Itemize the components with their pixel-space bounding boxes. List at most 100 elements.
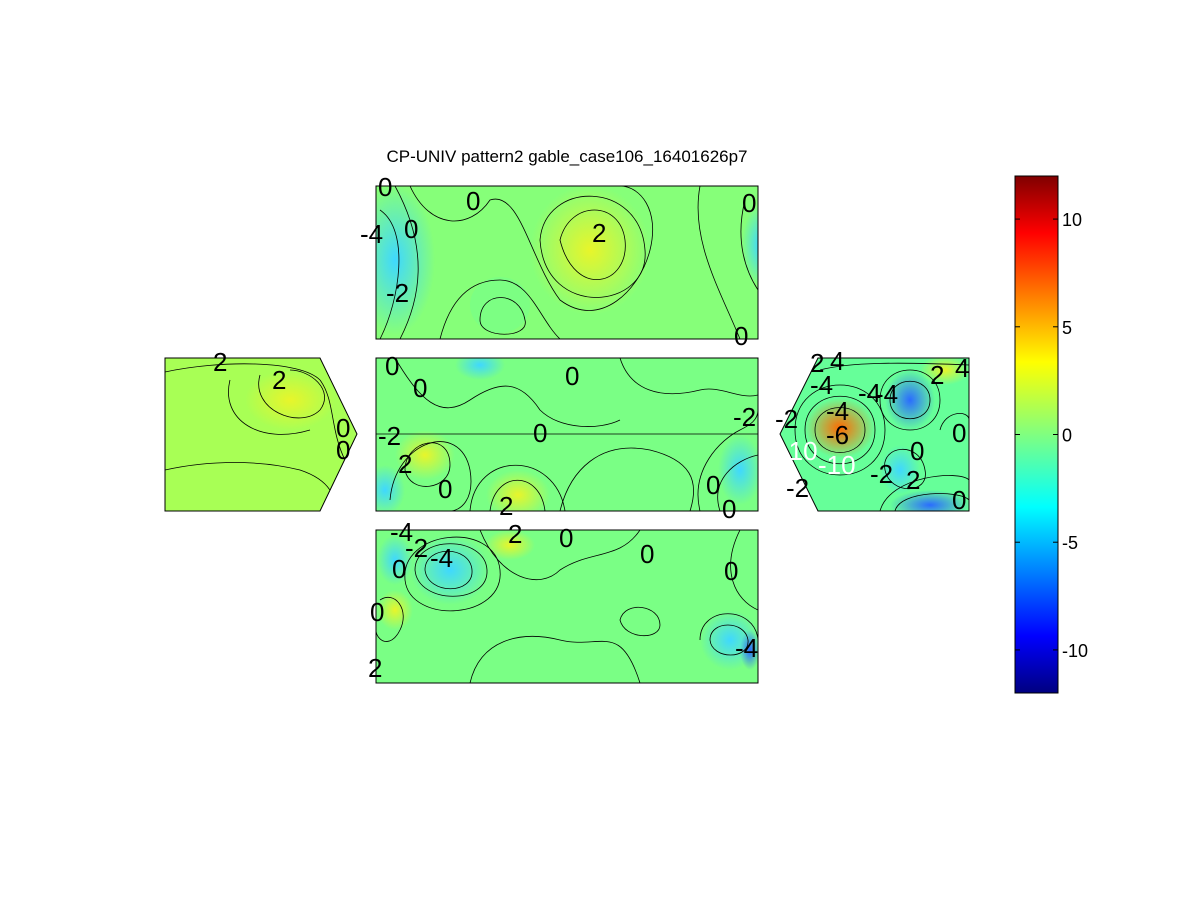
contour-label: 0 bbox=[336, 413, 350, 443]
colorbar-tick-label: 5 bbox=[1062, 318, 1072, 338]
contour-line bbox=[404, 442, 451, 487]
contour-label: -2 bbox=[733, 402, 756, 432]
contour-label: -4 bbox=[735, 633, 758, 663]
contour-label: 0 bbox=[640, 539, 654, 569]
contour-line bbox=[394, 186, 419, 339]
contour-line bbox=[439, 279, 561, 339]
contour-line bbox=[424, 550, 473, 590]
contour-line bbox=[619, 606, 661, 637]
contour-region bbox=[530, 186, 650, 315]
contour-label: 2 bbox=[398, 449, 412, 479]
contour-line bbox=[409, 186, 654, 311]
contour-line bbox=[404, 536, 501, 612]
colorbar: 10 5 0 -5 -10 bbox=[1014, 175, 1088, 694]
contour-label: 2 bbox=[906, 465, 920, 495]
contour-label: -4 bbox=[360, 219, 383, 249]
contour-line bbox=[559, 209, 626, 280]
contour-label: -4 bbox=[826, 396, 849, 426]
contour-label: 0 bbox=[413, 373, 427, 403]
contour-line bbox=[539, 195, 646, 298]
contour-label: 0 bbox=[370, 597, 384, 627]
contour-region bbox=[740, 630, 758, 670]
contour-line bbox=[469, 465, 566, 511]
contour-line bbox=[794, 384, 886, 476]
contour-region bbox=[486, 470, 550, 511]
contour-label: -4 bbox=[810, 370, 833, 400]
contour-label: 0 bbox=[533, 418, 547, 448]
contour-label: -10 bbox=[818, 450, 856, 480]
contour-line bbox=[389, 441, 472, 511]
contour-label: 0 bbox=[404, 214, 418, 244]
contour-region bbox=[377, 535, 413, 585]
contour-label: -2 bbox=[870, 459, 893, 489]
panel-border bbox=[164, 357, 358, 512]
contour-line bbox=[559, 447, 694, 511]
panel-border bbox=[375, 185, 759, 340]
contour-label: 2 bbox=[592, 218, 606, 248]
contour-label: 2 bbox=[213, 347, 227, 377]
contour-region bbox=[485, 530, 535, 560]
contour-region bbox=[455, 358, 505, 380]
contour-line bbox=[939, 413, 969, 431]
panel-border bbox=[375, 529, 759, 684]
contour-region bbox=[395, 430, 455, 480]
contour-label: -10 bbox=[780, 436, 818, 466]
contour-label: 0 bbox=[438, 474, 452, 504]
chart-title: CP-UNIV pattern2 gable_case106_16401626p… bbox=[386, 147, 747, 166]
contour-line bbox=[709, 624, 749, 656]
colorbar-tick-label: 10 bbox=[1062, 210, 1082, 230]
contour-label: 0 bbox=[336, 435, 350, 465]
contour-line bbox=[884, 448, 926, 490]
contour-label: 0 bbox=[734, 321, 748, 351]
contour-label: 0 bbox=[910, 436, 924, 466]
contour-region bbox=[376, 465, 405, 511]
panel-roof-bottom bbox=[376, 530, 758, 683]
contour-line bbox=[717, 454, 758, 511]
colorbar-tick-label: -10 bbox=[1062, 641, 1088, 661]
contour-label: 0 bbox=[466, 186, 480, 216]
contour-label: -4 bbox=[430, 543, 453, 573]
colorbar-tick-label: 0 bbox=[1062, 426, 1072, 446]
contour-line bbox=[165, 363, 346, 461]
panel-left-gable bbox=[165, 358, 357, 511]
contour-line bbox=[889, 380, 931, 420]
contour-region bbox=[920, 358, 969, 385]
contour-label: 2 bbox=[930, 360, 944, 390]
contour-label: 2 bbox=[272, 365, 286, 395]
contour-label: -4 bbox=[390, 517, 413, 547]
contour-label: -2 bbox=[775, 404, 798, 434]
contour-label: 0 bbox=[392, 554, 406, 584]
panel-wall-middle bbox=[376, 358, 758, 511]
contour-line bbox=[394, 358, 621, 427]
contour-line bbox=[619, 358, 758, 397]
contour-label: 4 bbox=[830, 346, 844, 376]
contour-label: 0 bbox=[565, 361, 579, 391]
contour-labels: 0 0 -4 0 2 0 -2 0 2 2 0 0 0 0 0 -2 0 2 0… bbox=[213, 172, 969, 683]
contour-region bbox=[410, 535, 490, 605]
contour-label: 2 bbox=[810, 348, 824, 378]
contour-region bbox=[376, 186, 435, 335]
contour-line bbox=[804, 396, 876, 464]
contour-line bbox=[376, 597, 404, 642]
contour-label: 0 bbox=[722, 494, 736, 524]
contour-label: 2 bbox=[508, 519, 522, 549]
contour-label: 2 bbox=[499, 491, 513, 521]
contour-label: -4 bbox=[858, 378, 881, 408]
panel-border bbox=[779, 357, 970, 512]
colorbar-ticks: 10 5 0 -5 -10 bbox=[1015, 210, 1088, 661]
panel-roof-top bbox=[376, 186, 758, 339]
contour-label: -6 bbox=[826, 420, 849, 450]
contour-label: 0 bbox=[724, 556, 738, 586]
contour-line bbox=[699, 613, 758, 641]
contour-line bbox=[894, 493, 969, 511]
contour-line bbox=[730, 530, 758, 611]
contour-line bbox=[479, 530, 641, 581]
contour-line bbox=[879, 369, 941, 431]
contour-label: 0 bbox=[952, 418, 966, 448]
contour-line bbox=[697, 186, 741, 339]
contour-label: 0 bbox=[559, 523, 573, 553]
contour-line bbox=[489, 479, 546, 511]
contour-label: -4 bbox=[875, 379, 898, 409]
contour-line bbox=[414, 543, 488, 597]
